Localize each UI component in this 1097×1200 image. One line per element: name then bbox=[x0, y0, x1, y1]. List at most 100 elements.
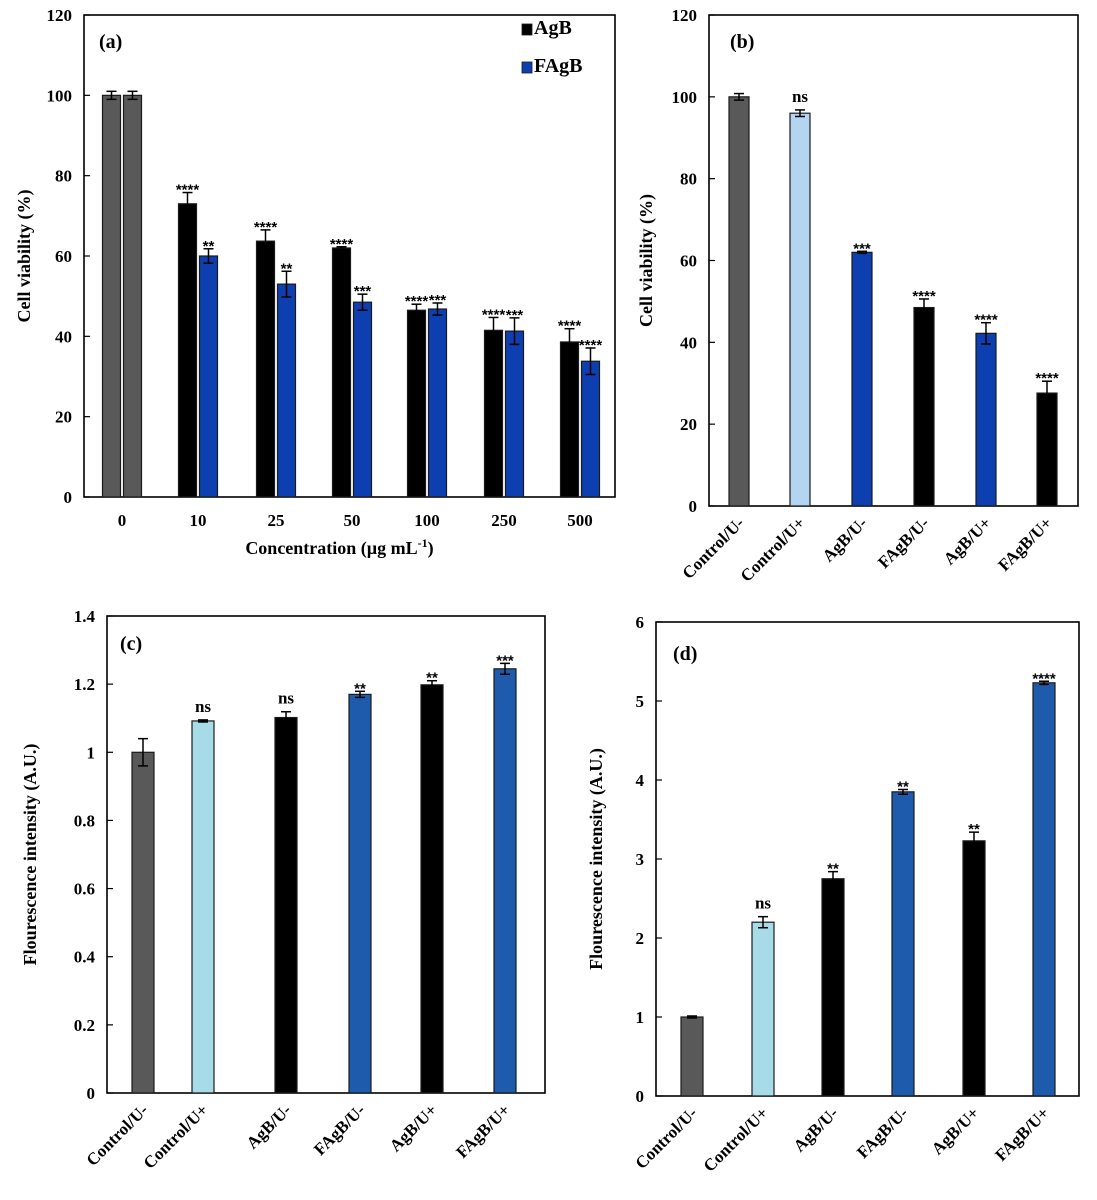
x-tick-label: FAgB/U- bbox=[853, 1103, 912, 1162]
legend-swatch-agb bbox=[521, 23, 533, 36]
y-tick-label: 60 bbox=[680, 252, 697, 271]
y-tick-label: 4 bbox=[636, 771, 645, 790]
x-tick-label: 10 bbox=[190, 511, 207, 530]
panel-label: (b) bbox=[730, 31, 754, 53]
x-tick-label: 0 bbox=[118, 511, 127, 530]
y-tick-label: 100 bbox=[672, 88, 698, 107]
bar-fagb-0 bbox=[122, 94, 143, 498]
significance-label: *** bbox=[506, 307, 524, 324]
bar-control-u- bbox=[191, 720, 215, 1094]
y-tick-label: 80 bbox=[55, 167, 72, 186]
y-axis-title: Cell viability (%) bbox=[636, 194, 657, 327]
significance-label: **** bbox=[330, 236, 354, 253]
significance-label: ns bbox=[278, 689, 294, 708]
x-tick-label: Control/U- bbox=[632, 1103, 702, 1173]
significance-label: *** bbox=[429, 292, 447, 309]
x-axis-title: Concentration (µg mL-1) bbox=[245, 536, 433, 559]
y-tick-label: 1.2 bbox=[74, 675, 95, 694]
significance-label: *** bbox=[853, 240, 871, 257]
chart-panel-b: 0 20 40 60 80 100 120 Cell viability (%) (b) Cont… bbox=[636, 6, 1079, 586]
panel-label: (a) bbox=[99, 31, 122, 53]
x-tick-label: AgB/U- bbox=[790, 1103, 842, 1155]
significance-label: *** bbox=[496, 652, 514, 669]
x-tick-label: AgB/U+ bbox=[928, 1103, 983, 1158]
y-tick-label: 40 bbox=[55, 327, 72, 346]
y-tick-label: 6 bbox=[636, 613, 645, 632]
bar-fagb-u- bbox=[493, 668, 517, 1094]
bar-control-u- bbox=[680, 1016, 704, 1097]
bar-control-u- bbox=[131, 751, 155, 1094]
significance-label: **** bbox=[579, 337, 603, 354]
significance-label: **** bbox=[558, 318, 582, 335]
significance-label: **** bbox=[254, 219, 278, 236]
y-tick-label: 40 bbox=[680, 333, 697, 352]
y-tick-label: 120 bbox=[672, 6, 698, 25]
y-tick-label: 5 bbox=[636, 692, 645, 711]
bar-agb-u- bbox=[420, 684, 444, 1094]
bar-agb-u- bbox=[851, 251, 873, 507]
significance-label: ** bbox=[827, 861, 839, 878]
plot-frame bbox=[655, 621, 1080, 1097]
bar-fagb-50 bbox=[352, 301, 373, 498]
legend: AgB FAgB bbox=[521, 17, 583, 77]
bar-agb-100 bbox=[406, 309, 427, 498]
x-axis-title-close: ) bbox=[428, 538, 434, 559]
bar-fagb-10 bbox=[198, 255, 219, 498]
y-tick-label: 20 bbox=[680, 415, 697, 434]
y-tick-label: 20 bbox=[55, 408, 72, 427]
y-axis-title: Cell viability (%) bbox=[14, 190, 35, 323]
x-tick-label: AgB/U- bbox=[243, 1100, 295, 1152]
significance-label: **** bbox=[176, 182, 200, 199]
bar-agb-u- bbox=[274, 716, 298, 1094]
significance-label: **** bbox=[912, 288, 936, 305]
x-tick-label: 100 bbox=[414, 511, 440, 530]
panel-label: (d) bbox=[673, 643, 697, 665]
x-tick-label: 25 bbox=[268, 511, 285, 530]
bar-fagb-u- bbox=[891, 791, 915, 1097]
y-tick-label: 0 bbox=[636, 1087, 645, 1106]
significance-label: ns bbox=[195, 697, 211, 716]
bar-agb-u- bbox=[821, 878, 845, 1097]
y-tick-label: 0 bbox=[64, 488, 73, 507]
x-axis-title-sup: -1 bbox=[418, 536, 428, 550]
bar-fagb-u- bbox=[348, 693, 372, 1094]
bar-fagb-250 bbox=[504, 330, 525, 498]
bar-agb-500 bbox=[559, 341, 580, 498]
x-tick-label: Control/U+ bbox=[737, 513, 809, 585]
significance-label: *** bbox=[354, 283, 372, 300]
bar-fagb-u- bbox=[1036, 392, 1058, 507]
x-tick-label: 250 bbox=[491, 511, 517, 530]
significance-label: ** bbox=[281, 260, 293, 277]
bar-control-u- bbox=[789, 112, 811, 507]
y-tick-label: 1 bbox=[87, 743, 96, 762]
bar-agb-25 bbox=[255, 240, 276, 498]
bar-fagb-500 bbox=[580, 360, 601, 498]
y-axis-title: Flourescence intensity (A.U.) bbox=[586, 748, 607, 970]
bar-agb-50 bbox=[331, 247, 352, 498]
legend-swatch-fagb bbox=[521, 61, 533, 74]
legend-label: AgB bbox=[534, 17, 572, 39]
x-tick-label: FAgB/U+ bbox=[994, 513, 1055, 574]
panel-label: (c) bbox=[120, 633, 142, 655]
significance-label: ** bbox=[897, 778, 909, 795]
x-tick-label: Control/U+ bbox=[140, 1100, 212, 1172]
x-tick-label: FAgB/U+ bbox=[452, 1100, 513, 1161]
y-tick-label: 0.6 bbox=[74, 880, 95, 899]
plot-frame bbox=[106, 615, 546, 1094]
x-tick-label: 50 bbox=[344, 511, 361, 530]
y-tick-label: 0.2 bbox=[74, 1016, 95, 1035]
x-tick-label: AgB/U+ bbox=[386, 1100, 441, 1155]
legend-label: FAgB bbox=[534, 55, 583, 77]
x-tick-label: AgB/U+ bbox=[940, 513, 995, 568]
significance-label: **** bbox=[1035, 370, 1059, 387]
bar-control-u- bbox=[751, 921, 775, 1097]
y-tick-label: 120 bbox=[47, 6, 73, 25]
y-tick-label: 0 bbox=[87, 1084, 96, 1103]
y-axis-title: Flourescence intensity (A.U.) bbox=[20, 744, 41, 966]
y-tick-label: 0.8 bbox=[74, 811, 95, 830]
x-axis-title-main: Concentration (µg mL bbox=[245, 538, 417, 559]
y-tick-label: 1 bbox=[636, 1008, 645, 1027]
x-tick-label: Control/U+ bbox=[700, 1103, 772, 1175]
y-tick-label: 1.4 bbox=[74, 607, 96, 626]
